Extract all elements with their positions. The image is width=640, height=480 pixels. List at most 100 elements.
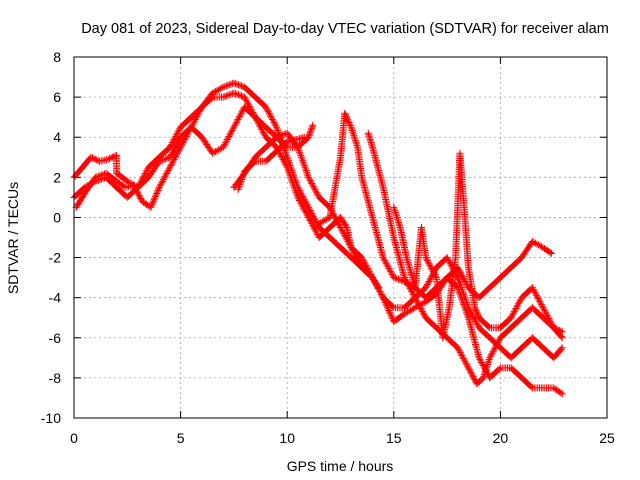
data-point-marks (134, 174, 151, 191)
data-point-marks (486, 365, 503, 382)
data-point (300, 133, 308, 141)
data-point-marks (305, 213, 322, 240)
y-tick-label: -4 (49, 290, 62, 306)
data-point-marks (550, 324, 565, 335)
data-point-marks (411, 294, 429, 320)
data-point-marks (294, 193, 312, 220)
data-point-marks (364, 129, 376, 150)
data-point-marks (198, 133, 216, 156)
data-point-marks (507, 315, 524, 332)
data-point-marks (475, 314, 493, 331)
data-point-marks (473, 375, 486, 388)
data-point-marks (155, 154, 172, 165)
data-point-marks (439, 305, 453, 342)
data-point-marks (369, 274, 382, 290)
data-point-marks (379, 254, 397, 280)
data-point-marks (550, 384, 565, 397)
series-track-6 (315, 109, 566, 398)
data-point-marks (241, 93, 258, 120)
data-point-marks (198, 94, 215, 111)
y-tick-label: 6 (53, 89, 61, 105)
data-point-marks (113, 169, 130, 184)
data-point-marks (464, 364, 480, 386)
series-track-8 (390, 149, 566, 342)
y-tick-label: 0 (53, 209, 61, 225)
data-point-marks (496, 315, 514, 332)
data-point-marks (401, 305, 418, 318)
data-point-marks (486, 275, 503, 292)
data-points (70, 79, 566, 398)
series-track-1 (70, 79, 566, 362)
data-point-marks (315, 225, 333, 241)
data-point-marks (130, 181, 145, 204)
data-point-marks (262, 148, 279, 165)
x-tick-label: 15 (386, 430, 402, 446)
data-point-marks (166, 145, 184, 171)
data-point-marks (528, 304, 546, 321)
grid-lines (74, 57, 607, 418)
data-point-marks (251, 93, 269, 110)
y-tick-label: 8 (53, 49, 61, 65)
data-point-marks (81, 175, 98, 197)
data-point-marks (187, 105, 205, 131)
x-axis-label: GPS time / hours (287, 458, 394, 474)
data-point-marks (390, 311, 407, 326)
x-tick-label: 10 (279, 430, 295, 446)
data-point-marks (496, 325, 514, 342)
data-point-marks (79, 155, 94, 171)
data-point-marks (369, 143, 387, 190)
data-point-marks (230, 79, 247, 90)
y-tick-label: -2 (49, 250, 62, 266)
data-point-marks (507, 255, 524, 272)
data-point (558, 334, 566, 342)
x-tick-label: 0 (70, 430, 78, 446)
data-point-marks (456, 149, 468, 210)
y-tick-label: 2 (53, 169, 61, 185)
data-point-marks (273, 130, 290, 141)
data-point (558, 328, 566, 336)
data-point-marks (102, 173, 119, 190)
data-point-marks (337, 213, 350, 230)
data-point-marks (209, 84, 226, 97)
data-point-marks (251, 113, 269, 140)
data-point (558, 390, 566, 398)
data-point-marks (539, 304, 557, 330)
data-point-marks (113, 177, 128, 190)
data-point-marks (166, 125, 184, 151)
data-point-marks (337, 111, 349, 161)
data-point-marks (241, 83, 258, 100)
data-point-marks (422, 254, 440, 280)
data-point-marks (369, 213, 387, 260)
plot-frame (73, 56, 608, 419)
data-point-marks (418, 224, 429, 260)
data-point-marks (155, 165, 173, 191)
data-point (548, 250, 556, 258)
data-point-marks (401, 274, 418, 300)
data-point-marks (294, 143, 312, 180)
data-point-marks (454, 284, 472, 320)
data-point-marks (166, 135, 184, 161)
x-tick-label: 25 (599, 430, 615, 446)
data-point-marks (230, 89, 247, 100)
data-point-marks (145, 159, 162, 181)
data-point-marks (241, 158, 258, 175)
data-point-marks (528, 284, 546, 310)
data-point-marks (539, 244, 554, 256)
data-point-marks (305, 203, 322, 230)
y-axis-label: SDTVAR / TECUs (5, 182, 21, 294)
data-point-marks (177, 114, 194, 131)
data-point-marks (422, 291, 439, 306)
data-point-marks (464, 314, 483, 360)
data-point-marks (550, 345, 565, 362)
data-point-marks (486, 335, 504, 362)
data-point-marks (341, 109, 354, 130)
data-point-marks (209, 144, 226, 157)
y-tick-label: 4 (53, 129, 61, 145)
data-point-marks (390, 234, 408, 280)
y-tick-label: -8 (49, 370, 62, 386)
data-point-marks (219, 125, 237, 151)
data-point-marks (262, 103, 280, 130)
data-point-marks (358, 173, 376, 220)
data-point-marks (518, 239, 535, 262)
